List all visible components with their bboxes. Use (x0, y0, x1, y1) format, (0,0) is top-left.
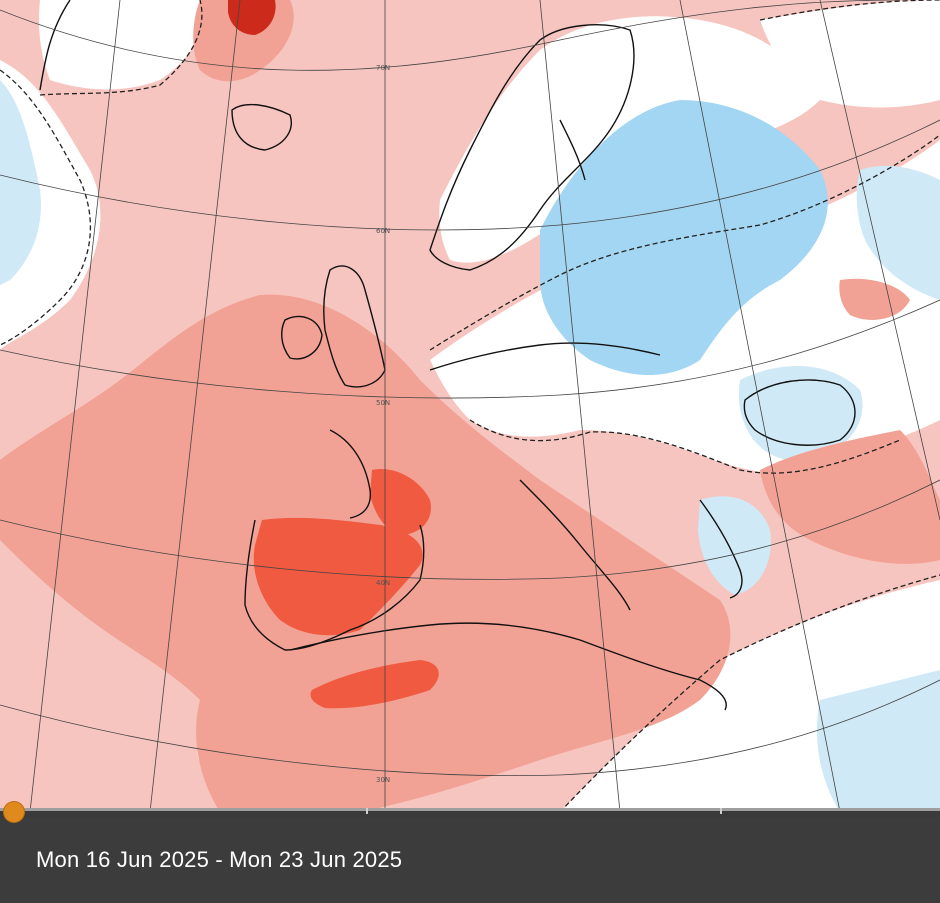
timeline-track[interactable] (0, 808, 940, 811)
latitude-label-30n: 30N (376, 776, 390, 784)
coastline-greece (699, 499, 743, 599)
parallel-30n (0, 679, 940, 777)
coastline-scandinavia (429, 24, 635, 271)
neutral-region-greenland (39, 0, 203, 90)
parallel-60n (0, 119, 940, 231)
zero-anomaly-contours (0, 0, 940, 812)
meridian-1 (29, 0, 121, 812)
anomaly-map-canvas: 70N 60N 50N 40N 30N (0, 0, 940, 812)
contour-greenland (39, 0, 203, 96)
date-range-label: Mon 16 Jun 2025 - Mon 23 Jun 2025 (36, 847, 403, 872)
cool-region-eastern-europe (540, 100, 828, 375)
coastline-italy (519, 479, 631, 611)
timeline-tick (366, 808, 368, 814)
coastline-greenland (39, 0, 71, 91)
warm-region-east-mediterranean (760, 430, 940, 564)
latitude-label-40n: 40N (376, 579, 390, 587)
parallel-50n (0, 299, 940, 399)
warm-region-greenland-extreme (228, 0, 276, 35)
coastline-iceland (231, 103, 292, 151)
parallel-40n (0, 479, 940, 580)
warm-region-iberia-strong (253, 517, 423, 636)
meridian-4 (539, 0, 621, 812)
coastline-baltic (559, 119, 586, 181)
timeline-slider[interactable] (0, 802, 940, 822)
coastlines (39, 0, 856, 711)
contour-southeast (559, 574, 940, 812)
cool-region-west-atlantic (0, 80, 41, 285)
coastline-france-west (329, 429, 372, 519)
contour-east (759, 0, 940, 21)
contour-west-atlantic (0, 69, 92, 346)
latitude-label-60n: 60N (376, 227, 390, 235)
parallel-70n (0, 0, 901, 71)
coastline-africa-north (289, 622, 727, 711)
warm-region-morocco-strong (310, 660, 439, 709)
timeline-handle[interactable] (4, 802, 24, 822)
meridian-6 (819, 0, 940, 521)
neutral-region-east (760, 0, 940, 108)
latitude-labels: 70N 60N 50N 40N 30N (376, 64, 390, 784)
cool-region-southeast-corner (816, 670, 940, 812)
graticule (0, 0, 940, 812)
cool-region-black-sea (738, 366, 863, 461)
meridian-5 (679, 0, 841, 812)
meridian-2 (149, 0, 241, 812)
timeline-tick (720, 808, 722, 814)
coastline-ireland (281, 315, 323, 360)
contour-europe-south (469, 419, 901, 474)
cool-region-greece (698, 496, 771, 595)
cool-region-east-edge (856, 165, 940, 300)
anomaly-map[interactable]: 70N 60N 50N 40N 30N (0, 0, 940, 812)
coastline-black-sea (743, 379, 856, 446)
contour-europe (429, 134, 940, 351)
latitude-label-70n: 70N (376, 64, 390, 72)
warm-region-northeast (839, 278, 910, 320)
coastline-europe-north (429, 342, 661, 371)
latitude-label-50n: 50N (376, 399, 390, 407)
caption-bar: Mon 16 Jun 2025 - Mon 23 Jun 2025 (0, 812, 940, 903)
coastline-great-britain (323, 265, 386, 388)
